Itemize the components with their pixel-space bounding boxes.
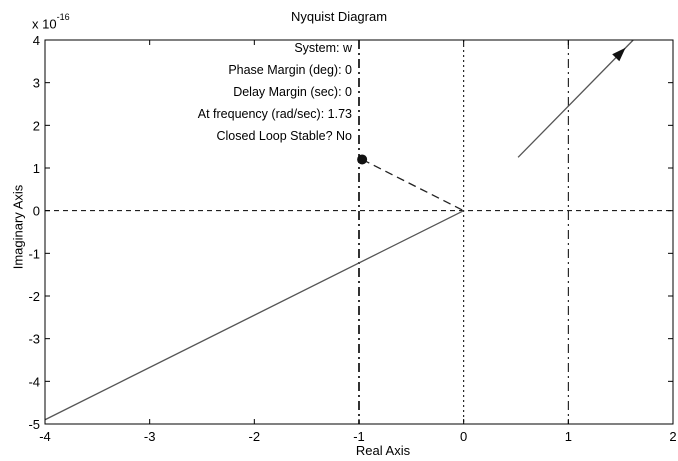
series-layer	[44, 39, 634, 421]
x-tick-label: -2	[249, 429, 261, 444]
y-tick-label: -5	[28, 417, 40, 432]
chart-title: Nyquist Diagram	[290, 9, 388, 24]
axes-box	[44, 39, 674, 425]
y-tick-label: -4	[28, 374, 40, 389]
reference-lines	[45, 40, 673, 424]
series-line-0	[44, 210, 464, 421]
y-tick-label: 3	[33, 76, 40, 91]
annotation-system: System: w	[294, 41, 352, 55]
annotation-frequency: At frequency (rad/sec): 1.73	[197, 107, 352, 121]
y-tick-label: -3	[28, 332, 40, 347]
y-tick-label: 4	[33, 33, 40, 48]
x-axis-label: Real Axis	[355, 443, 411, 458]
annotation-stability: Closed Loop Stable? No	[216, 129, 352, 143]
marker-layer	[357, 47, 626, 165]
x-tick-label: 1	[565, 429, 572, 444]
series-line-1	[517, 39, 634, 158]
x-tick-label: 2	[669, 429, 676, 444]
x-tick-label: 0	[460, 429, 467, 444]
annotation-delay-margin: Delay Margin (sec): 0	[233, 85, 352, 99]
y-exponent-base: x 10	[32, 16, 57, 32]
y-axis-label: Imaginary Axis	[10, 184, 26, 270]
y-tick-label: -1	[28, 246, 40, 261]
y-tick-label: 0	[33, 204, 40, 219]
y-exponent-power: -16	[56, 12, 70, 22]
series-line-2	[361, 158, 464, 212]
direction-arrow-marker	[612, 47, 626, 62]
margin-point-marker	[357, 154, 368, 165]
annotation-phase-margin: Phase Margin (deg): 0	[228, 63, 352, 77]
x-tick-label: -1	[353, 429, 365, 444]
y-tick-label: 1	[33, 161, 40, 176]
y-tick-label: -2	[28, 289, 40, 304]
x-tick-label: -3	[144, 429, 156, 444]
x-tick-label: -4	[39, 429, 51, 444]
y-axis-exponent: x 10-16	[32, 12, 70, 32]
y-tick-label: 2	[33, 118, 40, 133]
